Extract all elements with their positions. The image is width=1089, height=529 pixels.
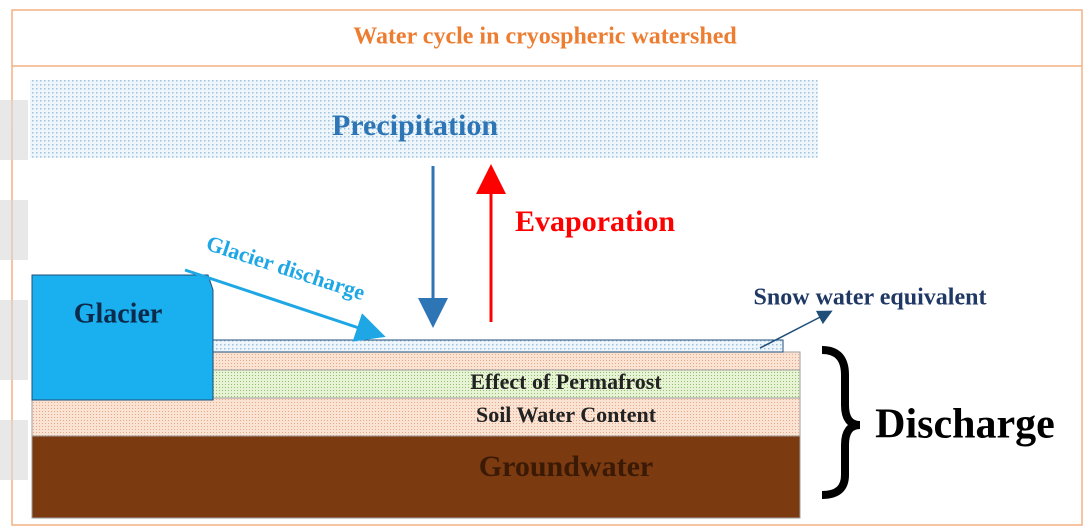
permafrost-label: Effect of Permafrost <box>470 369 662 394</box>
precipitation-label: Precipitation <box>332 109 498 142</box>
evaporation-label: Evaporation <box>515 205 675 238</box>
swe-label: Snow water equivalent <box>754 285 987 311</box>
precipitation-cloud <box>30 80 818 158</box>
soil-layer <box>31 397 801 437</box>
glacier-label: Glacier <box>74 298 163 329</box>
frame <box>11 9 1083 526</box>
discharge-label: Discharge <box>875 402 1055 448</box>
soil-water-label: Soil Water Content <box>476 402 657 427</box>
title: Water cycle in cryospheric watershed <box>353 24 737 50</box>
groundwater-label: Groundwater <box>479 450 653 483</box>
groundwater-layer <box>31 435 801 519</box>
glacier <box>31 274 214 401</box>
discharge-brace <box>821 346 861 499</box>
glacier-discharge-arrow <box>184 268 386 342</box>
active-layer <box>212 351 801 371</box>
glacier-discharge-label: Glacier discharge <box>203 230 368 305</box>
swe-arrow <box>759 310 833 349</box>
watermark <box>0 100 28 480</box>
snow-layer <box>212 339 784 353</box>
